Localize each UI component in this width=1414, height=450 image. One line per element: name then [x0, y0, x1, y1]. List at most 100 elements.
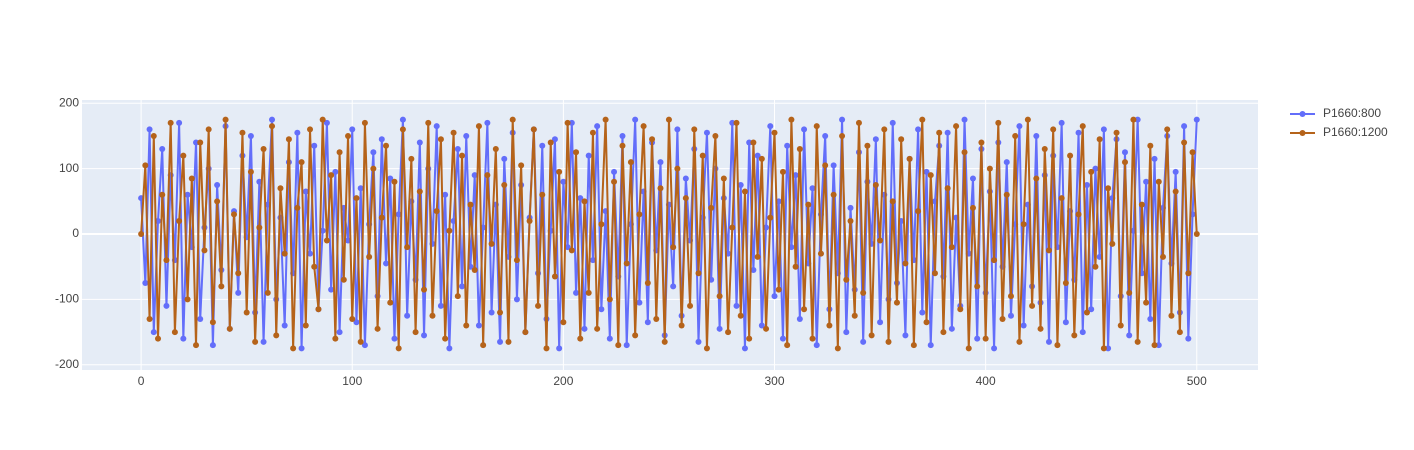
point	[969, 204, 976, 211]
point	[750, 139, 757, 146]
point	[872, 136, 879, 143]
point	[881, 126, 888, 133]
point	[678, 322, 685, 329]
point	[834, 345, 841, 352]
point	[615, 342, 622, 349]
point	[159, 146, 166, 153]
point	[708, 204, 715, 211]
point	[1003, 191, 1010, 198]
point	[598, 221, 605, 228]
point	[454, 293, 461, 300]
point	[661, 338, 668, 345]
x-tick-label: 500	[1187, 374, 1207, 388]
point	[839, 132, 846, 139]
point	[150, 329, 157, 336]
point	[969, 175, 976, 182]
point	[281, 250, 288, 257]
point	[501, 181, 508, 188]
point	[408, 155, 415, 162]
point	[235, 289, 242, 296]
point	[184, 296, 191, 303]
point	[1172, 168, 1179, 175]
point	[437, 302, 444, 309]
point	[729, 119, 736, 126]
point	[733, 302, 740, 309]
point	[1075, 211, 1082, 218]
legend-label[interactable]: P1660:800	[1323, 106, 1381, 120]
point	[1100, 345, 1107, 352]
point	[568, 119, 575, 126]
point	[556, 345, 563, 352]
point	[1138, 201, 1145, 208]
point	[1003, 159, 1010, 166]
point	[197, 139, 204, 146]
legend-label[interactable]: P1660:1200	[1323, 125, 1388, 139]
point	[459, 152, 466, 159]
point	[551, 136, 558, 143]
point	[923, 168, 930, 175]
point	[919, 116, 926, 123]
point	[594, 123, 601, 130]
point	[767, 123, 774, 130]
legend-swatch-marker[interactable]	[1299, 130, 1306, 136]
point	[986, 165, 993, 172]
point	[163, 302, 170, 309]
point	[978, 139, 985, 146]
point	[893, 299, 900, 306]
point	[1096, 136, 1103, 143]
point	[796, 146, 803, 153]
point	[475, 322, 482, 329]
point	[345, 132, 352, 139]
point	[146, 316, 153, 323]
point	[176, 217, 183, 224]
point	[573, 149, 580, 156]
point	[214, 181, 221, 188]
point	[720, 175, 727, 182]
point	[619, 132, 626, 139]
point	[585, 152, 592, 159]
point	[868, 332, 875, 339]
point	[568, 247, 575, 254]
point	[1105, 345, 1112, 352]
point	[209, 342, 216, 349]
point	[564, 119, 571, 126]
point	[784, 342, 791, 349]
point	[509, 116, 516, 123]
point	[1159, 253, 1166, 260]
point	[176, 119, 183, 126]
point	[687, 302, 694, 309]
point	[463, 322, 470, 329]
point	[1033, 132, 1040, 139]
point	[1067, 152, 1074, 159]
point	[378, 136, 385, 143]
point	[915, 208, 922, 215]
point	[843, 329, 850, 336]
point	[733, 119, 740, 126]
point	[602, 116, 609, 123]
point	[399, 116, 406, 123]
point	[336, 149, 343, 156]
point	[205, 126, 212, 133]
point	[1168, 312, 1175, 319]
point	[1193, 116, 1200, 123]
point	[366, 253, 373, 260]
point	[581, 198, 588, 205]
point	[433, 208, 440, 215]
legend-swatch-marker[interactable]	[1299, 111, 1306, 117]
point	[332, 168, 339, 175]
point	[632, 332, 639, 339]
point	[1151, 342, 1158, 349]
point	[1181, 139, 1188, 146]
point	[703, 129, 710, 136]
point	[1181, 123, 1188, 130]
point	[378, 214, 385, 221]
point	[361, 342, 368, 349]
point	[193, 139, 200, 146]
point	[1079, 329, 1086, 336]
point	[1088, 168, 1095, 175]
point	[171, 329, 178, 336]
point	[636, 211, 643, 218]
point	[716, 325, 723, 332]
point	[1189, 149, 1196, 156]
